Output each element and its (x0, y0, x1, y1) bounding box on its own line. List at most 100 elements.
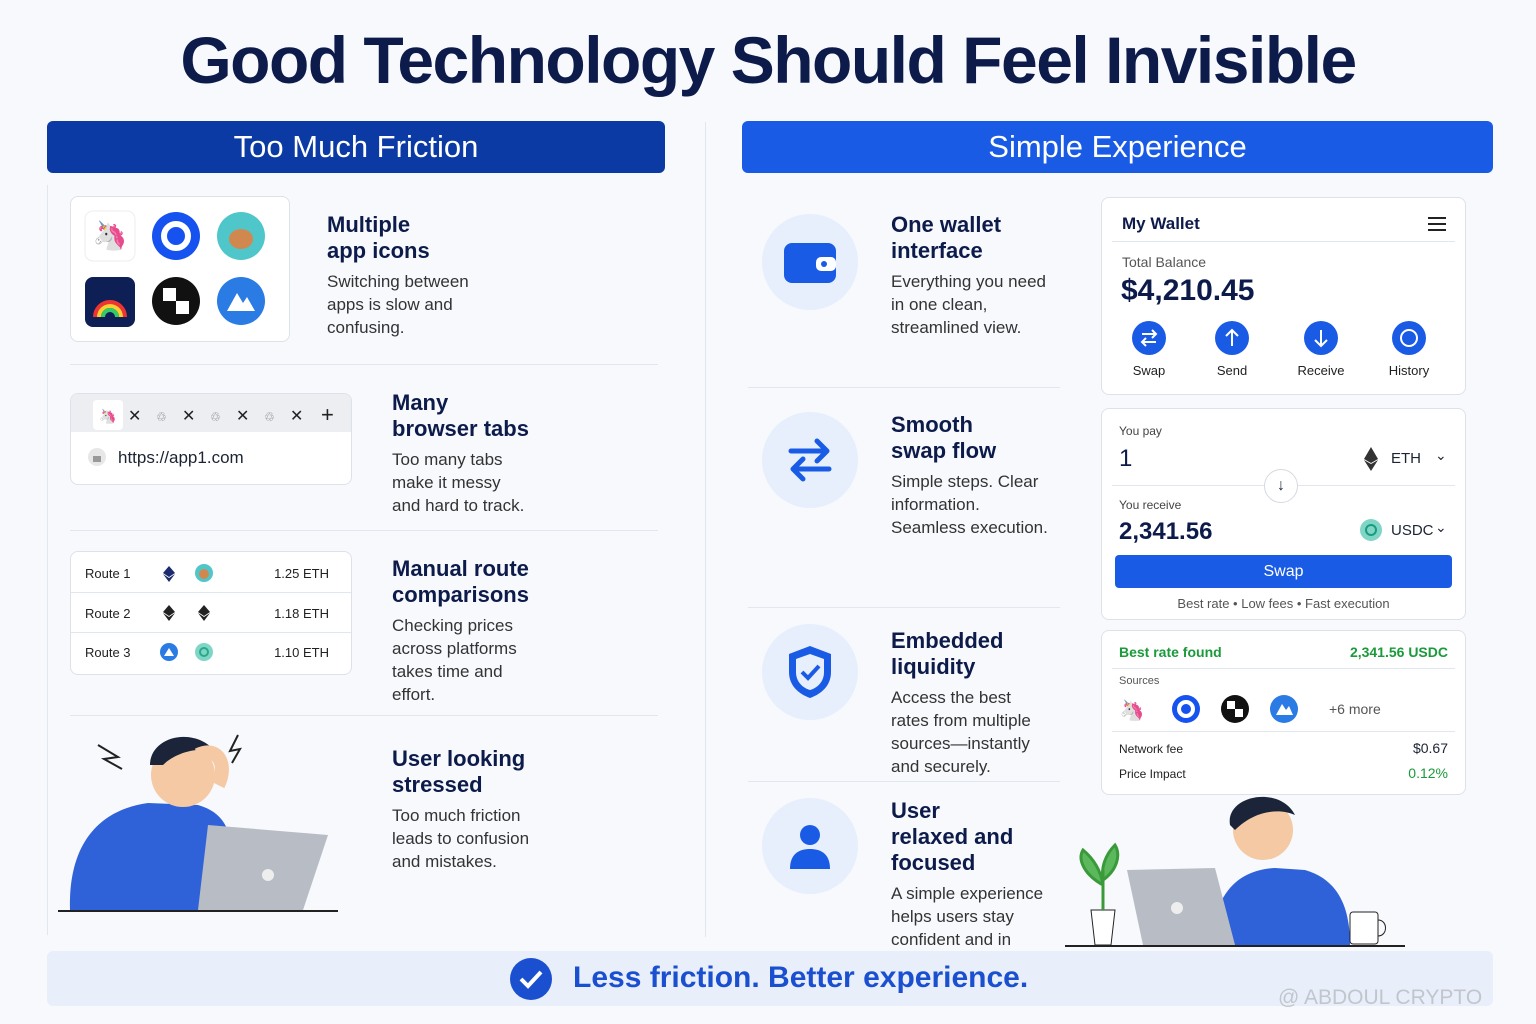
svg-text:🦄: 🦄 (1120, 698, 1145, 722)
action-label: Send (1216, 363, 1248, 378)
right-header: Simple Experience (742, 121, 1493, 173)
item: Many browser tabs Too many tabs make it … (392, 390, 572, 517)
svg-text:✕: ✕ (128, 408, 141, 425)
divider (70, 530, 658, 531)
item-title: Multiple app icons (327, 212, 430, 263)
action-label: Swap (1132, 363, 1166, 378)
action-button[interactable] (1392, 321, 1426, 355)
fee-label: Network fee (1119, 742, 1184, 756)
receive-amount: 2,341.56 (1119, 518, 1213, 545)
dropdown[interactable]: ⌄ (1435, 519, 1447, 535)
watermark: @ ABDOUL CRYPTO (1278, 986, 1483, 1009)
svg-text:♲: ♲ (264, 410, 275, 424)
action-label: Receive (1297, 363, 1345, 378)
route-amount: 1.10 ETH (274, 645, 329, 660)
rate-card: Best rate found 2,341.56 USDC Sources 🦄 … (1101, 630, 1466, 795)
sources-label: Sources (1119, 675, 1160, 687)
route-name: Route 2 (85, 606, 131, 621)
wallet-icon (762, 214, 858, 310)
app-icon-grid: 🦄 (84, 210, 265, 327)
route-amount: 1.18 ETH (274, 606, 329, 621)
relaxed-user-illustration (1065, 796, 1405, 947)
item-text: Switching between apps is slow and confu… (327, 272, 469, 337)
divider (1112, 668, 1455, 669)
divider (748, 387, 1060, 388)
item-text: Simple steps. Clear information. Seamles… (891, 472, 1048, 537)
divider (71, 592, 351, 593)
item-title: Embedded liquidity (891, 628, 1004, 679)
menu-icon[interactable] (1427, 216, 1447, 232)
wallet-card: My Wallet Total Balance $4,210.45 Swap S… (1101, 197, 1466, 395)
route-icons (160, 564, 213, 661)
item-text: Too much friction leads to confusion and… (392, 806, 530, 871)
item: User looking stressed Too much friction … (392, 746, 572, 873)
divider (1112, 241, 1455, 242)
wallet-title: My Wallet (1122, 214, 1200, 233)
svg-text:🦄: 🦄 (99, 408, 116, 425)
source-icons: 🦄 (1120, 695, 1298, 723)
more-sources: +6 more (1329, 701, 1381, 717)
item-title: Smooth swap flow (891, 412, 997, 463)
item-text: Everything you need in one clean, stream… (891, 272, 1046, 337)
app-icons: 🦄 (70, 196, 290, 342)
shield-icon (762, 624, 858, 720)
item-text: Too many tabs make it messy and hard to … (392, 450, 525, 515)
swap-icon (762, 412, 858, 508)
item: One wallet interface Everything you need… (891, 212, 1061, 339)
balance: $4,210.45 (1121, 274, 1255, 307)
item: Manual route comparisons Checking prices… (392, 556, 572, 706)
routes-table: Route 1 1.25 ETH Route 2 1.18 ETH Route … (70, 551, 352, 675)
browser: 🦄 ✕ ✕ ✕ ✕ + ♲ ♲ ♲ https://app1.com (70, 393, 352, 485)
item-title: User looking stressed (392, 746, 526, 797)
stressed-user-illustration (58, 734, 338, 912)
left-header: Too Much Friction (47, 121, 665, 173)
browser-chrome: 🦄 ✕ ✕ ✕ ✕ + ♲ ♲ ♲ (71, 394, 351, 466)
action-button[interactable] (1215, 321, 1249, 355)
svg-text:+: + (321, 402, 334, 427)
item-text: Access the best rates from multiple sour… (891, 688, 1031, 776)
divider (748, 781, 1060, 782)
divider (70, 364, 658, 365)
svg-text:♲: ♲ (210, 410, 221, 424)
divider (705, 122, 706, 937)
item-title: Manual route comparisons (392, 556, 529, 607)
fee: $0.67 (1412, 740, 1448, 756)
swap-button[interactable]: Swap (1115, 555, 1452, 588)
item-title: One wallet interface (891, 212, 1002, 263)
action-button[interactable] (1132, 321, 1166, 355)
action-button[interactable] (1304, 321, 1338, 355)
divider (47, 185, 48, 935)
item: Embedded liquidity Access the best rates… (891, 628, 1061, 778)
check-icon (510, 958, 552, 1000)
footer-text: Less friction. Better experience. (573, 961, 1029, 994)
svg-text:🦄: 🦄 (93, 219, 128, 252)
action-label: History (1388, 363, 1430, 378)
item-text: Checking prices across platforms takes t… (392, 616, 517, 704)
user-icon (762, 798, 858, 894)
footer-banner: Less friction. Better experience. (47, 951, 1493, 1006)
impact-label: Price Impact (1119, 767, 1186, 781)
svg-text:✕: ✕ (290, 408, 303, 425)
divider (1112, 731, 1455, 732)
item: User relaxed and focused A simple experi… (891, 798, 1061, 974)
receive-label: You receive (1119, 498, 1182, 512)
svg-text:♲: ♲ (156, 410, 167, 424)
divider (71, 632, 351, 633)
route-name: Route 3 (85, 645, 131, 660)
balance-label: Total Balance (1122, 254, 1207, 270)
rate-value: 2,341.56 USDC (1349, 644, 1448, 660)
dropdown[interactable]: ⌄ (1435, 447, 1447, 463)
divider (748, 607, 1060, 608)
flip-button[interactable]: ↓ (1264, 469, 1298, 503)
swap-note: Best rate • Low fees • Fast execution (1177, 596, 1390, 611)
svg-text:✕: ✕ (182, 408, 195, 425)
route-amount: 1.25 ETH (274, 566, 329, 581)
pay-amount: 1 (1119, 445, 1133, 472)
receive-token[interactable]: USDC (1391, 522, 1434, 539)
pay-token[interactable]: ETH (1391, 450, 1421, 467)
svg-text:✕: ✕ (236, 408, 249, 425)
rate-label: Best rate found (1119, 644, 1222, 660)
item: Smooth swap flow Simple steps. Clear inf… (891, 412, 1061, 539)
pay-label: You pay (1119, 424, 1162, 438)
